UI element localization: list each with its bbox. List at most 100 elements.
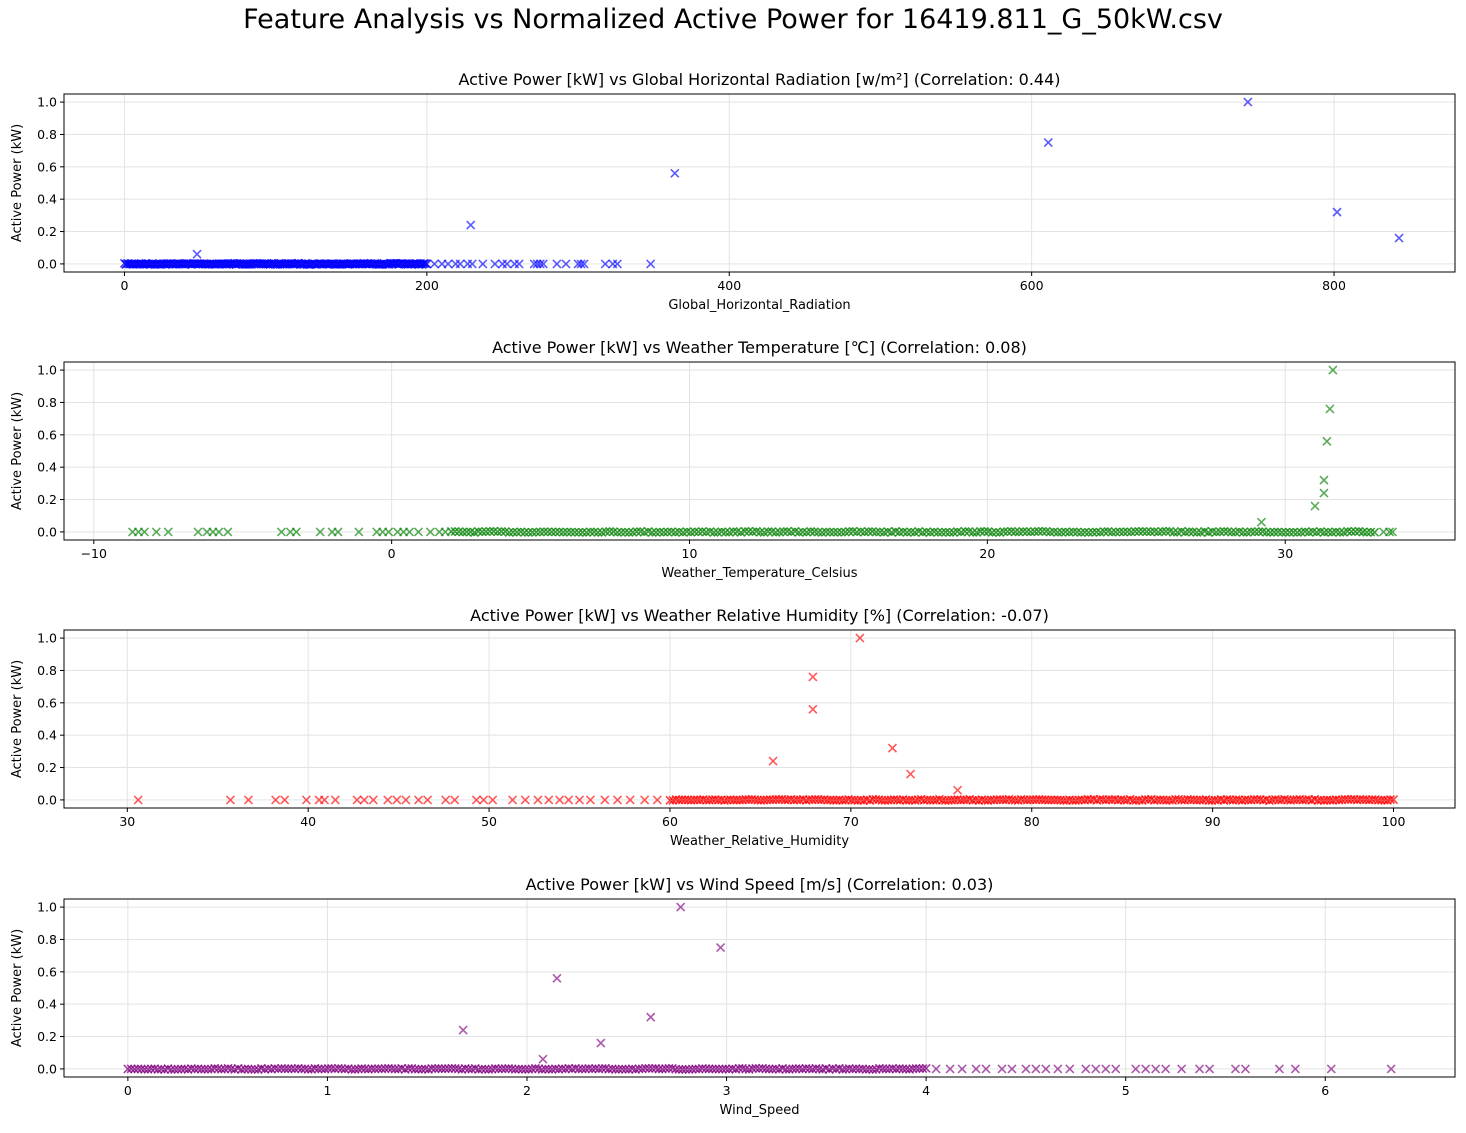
data-point xyxy=(273,1064,283,1074)
data-point xyxy=(558,527,568,537)
gridlines xyxy=(64,362,1455,540)
data-point xyxy=(1370,527,1380,537)
data-point xyxy=(975,526,986,536)
data-point xyxy=(987,527,997,538)
data-point xyxy=(707,1064,717,1074)
data-point xyxy=(550,1064,560,1074)
data-point xyxy=(1068,527,1078,537)
data-point xyxy=(887,743,898,753)
x-tick-label: 3 xyxy=(723,1083,731,1098)
y-tick-label: 0.8 xyxy=(37,663,57,678)
data-point xyxy=(1177,1064,1187,1074)
data-point xyxy=(574,795,585,805)
figure-title: Feature Analysis vs Normalized Active Po… xyxy=(243,4,1223,35)
data-point xyxy=(419,258,429,269)
data-point xyxy=(413,795,424,805)
data-point xyxy=(520,795,530,805)
data-point xyxy=(861,1064,871,1075)
data-point xyxy=(1274,1064,1284,1074)
data-point xyxy=(1101,1064,1111,1074)
data-point xyxy=(813,527,823,537)
data-point xyxy=(584,1063,594,1074)
x-axis-label: Weather_Relative_Humidity xyxy=(670,834,849,849)
data-point xyxy=(574,1064,584,1074)
data-point xyxy=(413,527,424,537)
data-point xyxy=(968,527,978,538)
data-point xyxy=(531,527,541,537)
data-point xyxy=(1211,527,1221,537)
data-point xyxy=(1141,1064,1151,1074)
data-point xyxy=(193,527,203,537)
data-point xyxy=(271,795,281,805)
data-point xyxy=(129,1064,140,1074)
x-axis: 30 40 50 60 70 80 90 100 xyxy=(119,808,1405,829)
data-point xyxy=(527,527,537,537)
data-point xyxy=(410,1064,420,1074)
data-point xyxy=(1087,527,1098,537)
subplot-1: Active Power [kW] vs Global Horizontal R… xyxy=(0,60,1466,328)
y-tick-label: 0.0 xyxy=(37,1061,57,1076)
axes-frame xyxy=(63,361,1456,541)
data-point xyxy=(670,168,680,178)
data-point xyxy=(855,633,865,643)
data-point xyxy=(1290,1064,1300,1074)
data-point xyxy=(1057,527,1067,537)
data-point xyxy=(562,527,572,537)
y-tick-label: 0.0 xyxy=(37,792,57,807)
data-point xyxy=(625,795,635,805)
data-point xyxy=(458,527,468,537)
y-tick-label: 0.6 xyxy=(37,427,57,442)
data-point xyxy=(1145,527,1156,537)
data-point xyxy=(601,527,611,537)
axes-frame xyxy=(63,93,1456,273)
data-point xyxy=(1319,488,1329,498)
scatter-plot: Active Power [kW] vs Wind Speed [m/s] (C… xyxy=(10,875,1456,1118)
data-point xyxy=(543,527,553,537)
y-axis: 0.0 0.2 0.4 0.6 0.8 1.0 xyxy=(37,95,64,271)
data-point xyxy=(1161,1064,1171,1074)
scatter-plot: Active Power [kW] vs Weather Temperature… xyxy=(10,338,1456,581)
x-tick-label: 70 xyxy=(843,814,859,829)
data-point xyxy=(1346,527,1356,537)
x-tick-label: 30 xyxy=(1277,546,1293,561)
data-point xyxy=(488,795,498,805)
axes-frame xyxy=(63,629,1456,809)
data-point xyxy=(367,1064,377,1074)
data-point xyxy=(605,526,615,536)
data-point xyxy=(593,527,603,538)
data-point xyxy=(192,249,202,259)
x-tick-label: 200 xyxy=(415,278,439,293)
data-point xyxy=(600,795,610,805)
data-point xyxy=(223,527,233,537)
axes-title: Active Power [kW] vs Wind Speed [m/s] (C… xyxy=(526,875,994,894)
data-point xyxy=(768,756,778,766)
gridlines xyxy=(64,94,1455,272)
data-point xyxy=(1091,1064,1101,1074)
data-point xyxy=(153,1064,163,1075)
axes-frame xyxy=(63,898,1456,1078)
x-tick-label: 0 xyxy=(124,1083,132,1098)
data-point xyxy=(1184,527,1194,537)
data-point xyxy=(401,795,411,805)
data-point xyxy=(724,1064,734,1074)
data-point xyxy=(455,259,465,269)
data-point xyxy=(1151,1064,1161,1074)
data-point xyxy=(196,1064,206,1074)
data-point xyxy=(600,259,610,269)
data-point xyxy=(533,795,543,805)
data-point xyxy=(655,527,665,537)
subplot-3: Active Power [kW] vs Weather Relative Hu… xyxy=(0,596,1466,864)
data-point xyxy=(566,527,576,537)
data-point xyxy=(139,527,149,537)
data-point xyxy=(214,527,224,537)
data-points xyxy=(127,365,1398,538)
data-point xyxy=(1022,527,1032,537)
data-point xyxy=(220,1064,230,1074)
data-point xyxy=(646,1012,656,1022)
data-point xyxy=(640,795,650,805)
data-point xyxy=(747,1063,758,1074)
data-point xyxy=(552,973,562,983)
data-point xyxy=(510,1064,520,1074)
data-point xyxy=(1254,527,1264,537)
data-point xyxy=(763,526,773,537)
